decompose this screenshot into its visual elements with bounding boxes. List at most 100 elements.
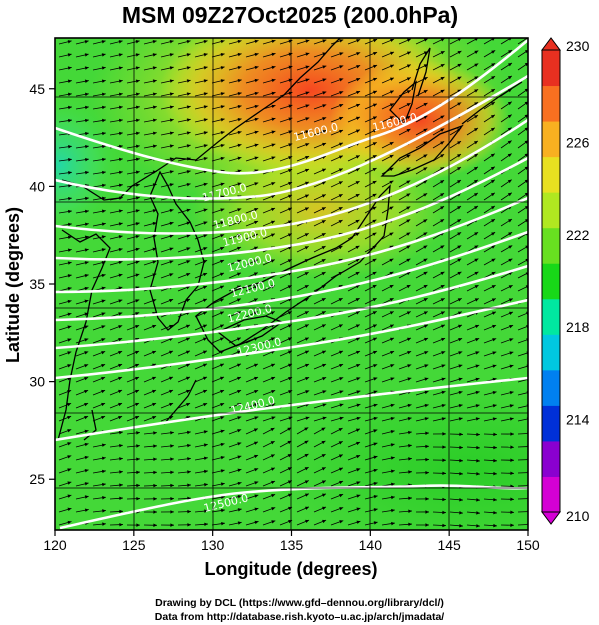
- wind-arrowhead: [271, 39, 276, 44]
- wind-arrowhead: [492, 351, 497, 355]
- wind-arrowhead: [237, 182, 242, 186]
- wind-arrowhead: [373, 38, 378, 43]
- wind-arrowhead: [321, 259, 326, 263]
- wind-arrowhead: [321, 454, 326, 458]
- wind-arrowhead: [135, 66, 140, 70]
- wind-arrowhead: [220, 182, 225, 186]
- wind-arrowhead: [271, 156, 276, 160]
- wind-arrowhead: [457, 206, 462, 210]
- wind-arrowhead: [391, 521, 395, 526]
- wind-arrowhead: [389, 324, 394, 328]
- height-contours: [55, 39, 528, 530]
- wind-arrowhead: [237, 65, 242, 70]
- wind-arrowhead: [288, 104, 293, 108]
- wind-arrowhead: [237, 104, 242, 109]
- wind-arrowhead: [507, 114, 512, 119]
- colorbar-tick-label: 210: [566, 508, 590, 524]
- wind-arrowhead: [67, 415, 72, 420]
- wind-arrowhead: [524, 153, 528, 157]
- wind-arrowhead: [220, 403, 225, 407]
- wind-arrowhead: [407, 337, 412, 342]
- wind-arrowhead: [524, 140, 528, 144]
- wind-arrowhead: [67, 287, 72, 291]
- wind-arrowhead: [321, 311, 326, 315]
- y-tick-label: 40: [29, 178, 45, 194]
- wind-arrowhead: [509, 404, 514, 408]
- wind-arrowhead: [372, 337, 377, 341]
- wind-arrowhead: [152, 131, 157, 135]
- wind-arrowhead: [441, 417, 446, 421]
- wind-arrowhead: [102, 144, 106, 149]
- wind-arrowhead: [474, 102, 479, 106]
- wind-arrowhead: [373, 508, 378, 512]
- wind-arrowhead: [493, 432, 497, 437]
- wind-arrowhead: [84, 286, 89, 291]
- wind-arrowhead: [373, 455, 378, 459]
- wind-arrowhead: [220, 156, 225, 161]
- wind-arrowhead: [441, 364, 446, 368]
- wind-arrowhead: [442, 510, 446, 515]
- wind-arrowhead: [457, 232, 462, 236]
- wind-arrowhead: [170, 431, 174, 435]
- wind-arrowhead: [490, 153, 495, 158]
- wind-arrowhead: [390, 416, 395, 421]
- wind-arrowhead: [118, 170, 123, 175]
- wind-arrowhead: [237, 221, 242, 225]
- wind-arrowhead: [186, 39, 191, 44]
- wind-arrowhead: [490, 179, 495, 184]
- wind-arrowhead: [390, 482, 395, 487]
- wind-arrowhead: [254, 403, 259, 407]
- wind-arrowhead: [118, 312, 123, 316]
- wind-arrowhead: [271, 376, 276, 381]
- wind-arrowhead: [321, 181, 326, 185]
- wind-arrowhead: [84, 222, 89, 227]
- wind-arrowhead: [237, 455, 242, 459]
- wind-arrowhead: [101, 79, 106, 83]
- wind-arrowhead: [338, 142, 343, 146]
- wind-arrowhead: [339, 39, 344, 43]
- wind-arrowhead: [67, 364, 72, 368]
- wind-arrowhead: [425, 444, 429, 449]
- wind-arrowhead: [135, 144, 140, 149]
- wind-arrowhead: [203, 157, 208, 161]
- wind-arrowhead: [186, 131, 191, 135]
- wind-arrowhead: [423, 258, 428, 262]
- wind-arrowhead: [118, 66, 123, 70]
- wind-arrowhead: [136, 457, 140, 461]
- wind-arrowhead: [458, 351, 463, 355]
- wind-arrowhead: [152, 105, 157, 109]
- wind-arrowhead: [152, 350, 157, 355]
- wind-arrowhead: [425, 457, 429, 462]
- wind-arrowhead: [389, 232, 394, 236]
- wind-arrowhead: [254, 182, 259, 186]
- wind-arrowhead: [67, 351, 72, 355]
- wind-arrowhead: [237, 143, 242, 148]
- y-tick-label: 35: [29, 276, 45, 292]
- wind-arrowhead: [237, 246, 242, 251]
- wind-arrowhead: [203, 221, 208, 225]
- wind-arrowhead: [389, 103, 394, 107]
- wind-arrowhead: [118, 415, 123, 420]
- wind-arrowhead: [186, 221, 191, 225]
- wind-arrowhead: [236, 298, 241, 302]
- y-axis-label: Latitude (degrees): [3, 207, 23, 363]
- wind-arrowhead: [356, 507, 361, 511]
- wind-arrowhead: [474, 232, 479, 236]
- x-tick-label: 140: [359, 537, 383, 553]
- wind-arrowhead: [440, 115, 445, 119]
- wind-arrowhead: [356, 377, 361, 381]
- colorbar-segment: [542, 50, 560, 87]
- wind-arrowhead: [237, 429, 242, 433]
- wind-arrowhead: [510, 523, 514, 527]
- wind-arrowhead: [101, 456, 106, 461]
- wind-arrowhead: [442, 432, 446, 436]
- wind-arrowhead: [67, 248, 72, 252]
- wind-arrowhead: [68, 171, 72, 175]
- wind-arrowhead: [475, 417, 480, 421]
- wind-arrowhead: [476, 458, 480, 463]
- wind-arrowhead: [440, 38, 445, 42]
- wind-arrowhead: [67, 338, 72, 342]
- wind-arrowhead: [135, 196, 140, 200]
- wind-arrowhead: [152, 402, 157, 407]
- wind-arrowhead: [321, 233, 326, 237]
